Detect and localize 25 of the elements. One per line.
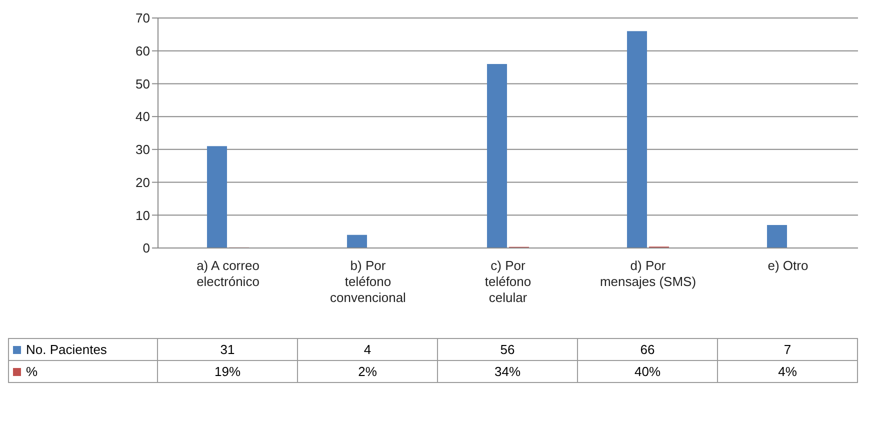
data-label: 4%: [718, 360, 858, 382]
y-tick-label: 70: [136, 10, 150, 26]
y-tick-label: 60: [136, 43, 150, 58]
data-label: 7: [718, 338, 858, 360]
x-tick-label: d) Por mensajes (SMS): [600, 258, 696, 289]
x-tick-label: e) Otro: [768, 258, 808, 273]
data-label: 56: [438, 338, 578, 360]
y-tick-label: 40: [136, 109, 150, 124]
legend-label: No. Pacientes: [8, 338, 158, 360]
data-label: 34%: [438, 360, 578, 382]
legend-label: %: [8, 360, 158, 382]
y-tick-label: 20: [136, 174, 150, 190]
data-label: 40%: [578, 360, 718, 382]
y-tick-label: 30: [136, 142, 150, 158]
x-tick-label: c) Por teléfono celular: [484, 258, 532, 305]
y-tick-label: 10: [136, 208, 150, 223]
x-tick-label: a) A correo electrónico: [196, 258, 260, 289]
y-tick-label: 0: [142, 240, 150, 256]
data-label: 4: [298, 338, 438, 360]
data-label: 66: [578, 338, 718, 360]
data-label: 31: [158, 338, 298, 360]
y-tick-label: 50: [136, 76, 150, 92]
data-label: 2%: [298, 360, 438, 382]
data-label: 19%: [158, 360, 298, 382]
x-tick-label: b) Por teléfono convencional: [330, 258, 406, 305]
